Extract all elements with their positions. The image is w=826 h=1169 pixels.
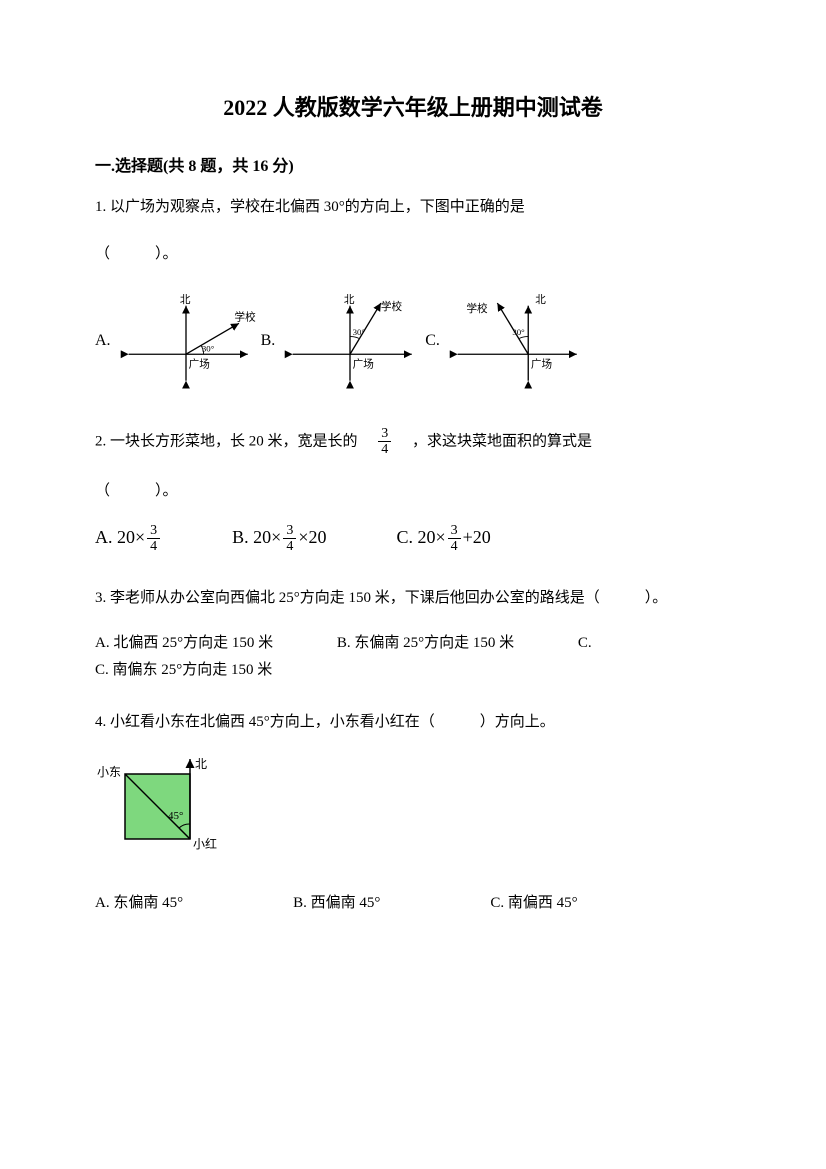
q2-opta-pre: A. 20×	[95, 527, 145, 547]
svg-text:广场: 广场	[188, 357, 209, 370]
q3-option-c-label: C.	[578, 635, 592, 651]
svg-text:30°: 30°	[353, 327, 366, 337]
svg-text:30°: 30°	[512, 327, 525, 337]
q1-options: A. 北 学校 30° 广场 B.	[95, 286, 731, 396]
q2-optb-pre: B. 20×	[232, 527, 281, 547]
svg-text:45°: 45°	[168, 810, 183, 822]
q3-options: A. 北偏西 25°方向走 150 米 B. 东偏南 25°方向走 150 米 …	[95, 630, 731, 684]
q4-options: A. 东偏南 45° B. 西偏南 45° C. 南偏西 45°	[95, 891, 731, 912]
q2-text-pre: 2. 一块长方形菜地，长 20 米，宽是长的	[95, 433, 373, 449]
svg-text:学校: 学校	[234, 311, 256, 324]
q2-text-post: ，求这块菜地面积的算式是	[397, 433, 592, 449]
svg-text:北: 北	[195, 757, 207, 771]
q4-diagram: 小东 北 45° 小红	[95, 756, 731, 861]
q4-svg: 小东 北 45° 小红	[95, 756, 245, 856]
option-label-c: C.	[425, 332, 440, 350]
svg-text:学校: 学校	[381, 300, 403, 313]
q3-option-b: B. 东偏南 25°方向走 150 米	[337, 635, 514, 651]
question-4: 4. 小红看小东在北偏西 45°方向上，小东看小红在（ ）方向上。	[95, 709, 731, 736]
q3-option-c: C. 南偏东 25°方向走 150 米	[95, 662, 272, 678]
section-header: 一.选择题(共 8 题，共 16 分)	[95, 152, 731, 176]
q1-diagram-c: 北 学校 30° 广场	[440, 286, 590, 396]
question-2: 2. 一块长方形菜地，长 20 米，宽是长的 3 4 ，求这块菜地面积的算式是 …	[95, 426, 731, 505]
q2-options: A. 20×34 B. 20×34×20 C. 20×34+20	[95, 523, 731, 555]
q2-text: 2. 一块长方形菜地，长 20 米，宽是长的 3 4 ，求这块菜地面积的算式是	[95, 426, 731, 458]
q3-text: 3. 李老师从办公室向西偏北 25°方向走 150 米，下课后他回办公室的路线是…	[95, 585, 731, 612]
q2-option-a: A. 20×34	[95, 523, 162, 555]
q2-opta-frac: 34	[147, 523, 160, 555]
q2-blank: （ ）。	[95, 478, 731, 505]
svg-text:广场: 广场	[531, 357, 552, 370]
q1-text: 1. 以广场为观察点，学校在北偏西 30°的方向上，下图中正确的是	[95, 194, 731, 221]
q4-option-b: B. 西偏南 45°	[293, 891, 380, 912]
q3-option-a: A. 北偏西 25°方向走 150 米	[95, 635, 273, 651]
svg-text:广场: 广场	[353, 357, 374, 370]
question-3: 3. 李老师从办公室向西偏北 25°方向走 150 米，下课后他回办公室的路线是…	[95, 585, 731, 612]
frac-num: 3	[378, 426, 391, 442]
option-label-a: A.	[95, 332, 111, 350]
svg-text:小红: 小红	[193, 836, 217, 851]
q4-text: 4. 小红看小东在北偏西 45°方向上，小东看小红在（ ）方向上。	[95, 709, 731, 736]
svg-text:北: 北	[179, 294, 190, 306]
q2-optb-post: ×20	[298, 527, 326, 547]
q1-diagram-a: 北 学校 30° 广场	[111, 286, 261, 396]
q1-option-a: A. 北 学校 30° 广场	[95, 286, 261, 396]
svg-text:30°: 30°	[201, 344, 214, 354]
question-1: 1. 以广场为观察点，学校在北偏西 30°的方向上，下图中正确的是 （ ）。	[95, 194, 731, 268]
q2-optb-frac: 34	[283, 523, 296, 555]
q4-option-c: C. 南偏西 45°	[490, 891, 577, 912]
q4-option-a: A. 东偏南 45°	[95, 891, 183, 912]
q2-fraction: 3 4	[378, 426, 391, 458]
svg-text:学校: 学校	[466, 302, 488, 315]
page-title: 2022 人教版数学六年级上册期中测试卷	[95, 90, 731, 122]
q2-option-b: B. 20×34×20	[232, 523, 326, 555]
q1-option-c: C. 北 学校 30° 广场	[425, 286, 590, 396]
svg-text:北: 北	[535, 294, 546, 306]
q2-optc-frac: 34	[448, 523, 461, 555]
q2-optc-post: +20	[463, 527, 491, 547]
option-label-b: B.	[261, 332, 276, 350]
q1-text-line: 1. 以广场为观察点，学校在北偏西 30°的方向上，下图中正确的是	[95, 199, 525, 215]
svg-text:北: 北	[344, 294, 355, 306]
q1-blank: （ ）。	[95, 241, 731, 268]
q2-optc-pre: C. 20×	[396, 527, 445, 547]
q1-diagram-b: 北 学校 30° 广场	[275, 286, 425, 396]
svg-text:小东: 小东	[97, 765, 121, 779]
frac-den: 4	[378, 442, 391, 457]
q2-option-c: C. 20×34+20	[396, 523, 490, 555]
q1-option-b: B. 北 学校 30° 广场	[261, 286, 426, 396]
